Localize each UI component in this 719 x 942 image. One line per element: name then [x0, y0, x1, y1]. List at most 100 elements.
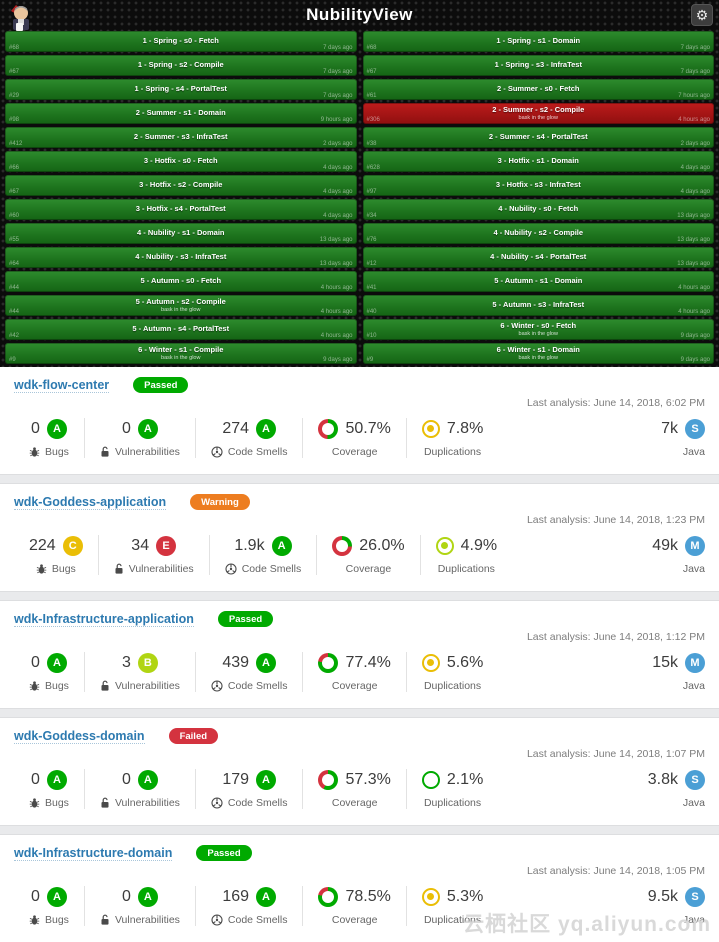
bugs-metric: 0 A Bugs [14, 769, 85, 810]
project-link[interactable]: wdk-Goddess-application [14, 494, 167, 510]
job-name: 4 - Nubility - s0 - Fetch [498, 204, 579, 214]
bugs-value[interactable]: 224 [29, 536, 56, 554]
build-tile[interactable]: 5 - Autumn - s4 - PortalTest #42 4 hours… [5, 319, 357, 340]
settings-button[interactable]: ⚙ [691, 4, 713, 26]
build-number: #38 [366, 140, 377, 147]
duplications-metric: 5.6% Duplications [407, 652, 498, 692]
build-tile[interactable]: 3 - Hotfix - s0 - Fetch #66 4 days ago [5, 151, 357, 172]
project-head: wdk-flow-center Passed [14, 377, 705, 394]
build-tile[interactable]: 4 - Nubility - s4 - PortalTest #12 13 da… [362, 247, 714, 268]
duplications-value[interactable]: 5.6% [446, 653, 484, 671]
vulnerabilities-value[interactable]: 0 [121, 887, 131, 905]
duplications-value[interactable]: 2.1% [446, 770, 484, 788]
build-tile[interactable]: 1 - Spring - s4 - PortalTest #29 7 days … [5, 79, 357, 100]
coverage-value[interactable]: 57.3% [345, 770, 391, 788]
project-link[interactable]: wdk-flow-center [14, 377, 110, 393]
vulnerabilities-value[interactable]: 3 [121, 653, 131, 671]
code-smells-label: Code Smells [227, 680, 288, 693]
vulnerabilities-value[interactable]: 0 [121, 419, 131, 437]
code-smells-value[interactable]: 1.9k [234, 536, 265, 554]
vulnerabilities-metric: 34 E Vulnerabilities [99, 535, 210, 576]
build-number: #68 [366, 44, 377, 51]
build-tile[interactable]: 1 - Spring - s0 - Fetch #68 7 days ago [5, 31, 357, 52]
quality-gate-badge: Passed [217, 611, 274, 628]
job-name: 2 - Summer - s1 - Domain [135, 108, 226, 118]
project-link[interactable]: wdk-Goddess-domain [14, 728, 145, 744]
coverage-value[interactable]: 50.7% [345, 419, 391, 437]
size-value: 15k [652, 653, 678, 671]
bugs-metric: 0 A Bugs [14, 886, 85, 927]
job-name: 6 - Winter - s1 - Domain [496, 344, 580, 354]
duplications-value[interactable]: 7.8% [446, 419, 484, 437]
build-tile[interactable]: 2 - Summer - s2 - Compile bask in the gl… [362, 103, 714, 124]
coverage-label: Coverage [331, 680, 378, 693]
coverage-donut [318, 418, 339, 439]
code-smells-metric: 169 A Code Smells [196, 886, 304, 927]
build-tile[interactable]: 6 - Winter - s1 - Compile bask in the gl… [5, 343, 357, 364]
build-number: #44 [9, 284, 20, 291]
build-time-ago: 13 days ago [319, 236, 353, 243]
code-smells-value[interactable]: 179 [222, 770, 250, 788]
vulnerabilities-rating: A [137, 886, 158, 907]
last-analysis: Last analysis: June 14, 2018, 6:02 PM [526, 397, 705, 410]
page-title: NubilityView [306, 5, 413, 24]
bugs-label: Bugs [45, 797, 69, 810]
build-tile[interactable]: 1 - Spring - s1 - Domain #68 7 days ago [362, 31, 714, 52]
build-tile[interactable]: 6 - Winter - s0 - Fetch bask in the glow… [362, 319, 714, 340]
build-tile[interactable]: 2 - Summer - s3 - InfraTest #412 2 days … [5, 127, 357, 148]
build-tile[interactable]: 3 - Hotfix - s4 - PortalTest #60 4 days … [5, 199, 357, 220]
build-number: #76 [366, 236, 377, 243]
build-tile[interactable]: 3 - Hotfix - s3 - InfraTest #97 4 days a… [362, 175, 714, 196]
size-rating: S [685, 886, 705, 907]
project-link[interactable]: wdk-Infrastructure-domain [14, 845, 173, 861]
build-tile[interactable]: 5 - Autumn - s2 - Compile bask in the gl… [5, 295, 357, 316]
duplications-value[interactable]: 5.3% [446, 887, 484, 905]
build-tile[interactable]: 4 - Nubility - s0 - Fetch #34 13 days ag… [362, 199, 714, 220]
build-tile[interactable]: 1 - Spring - s3 - InfraTest #67 7 days a… [362, 55, 714, 76]
jenkins-logo[interactable] [8, 3, 34, 33]
project-link[interactable]: wdk-Infrastructure-application [14, 611, 194, 627]
section-divider [0, 474, 719, 484]
build-tile[interactable]: 2 - Summer - s1 - Domain #98 9 hours ago [5, 103, 357, 124]
tile-note: bask in the glow [518, 331, 558, 338]
build-tile[interactable]: 4 - Nubility - s2 - Compile #76 13 days … [362, 223, 714, 244]
coverage-value[interactable]: 77.4% [345, 653, 391, 671]
bugs-value[interactable]: 0 [31, 887, 40, 905]
duplications-value[interactable]: 4.9% [460, 536, 498, 554]
bugs-value[interactable]: 0 [31, 770, 40, 788]
code-smells-value[interactable]: 439 [222, 653, 250, 671]
code-smells-label: Code Smells [227, 914, 288, 927]
build-tile[interactable]: 4 - Nubility - s3 - InfraTest #64 13 day… [5, 247, 357, 268]
project-head: wdk-Goddess-domain Failed [14, 728, 705, 745]
coverage-value[interactable]: 26.0% [359, 536, 405, 554]
build-tile[interactable]: 5 - Autumn - s1 - Domain #41 4 hours ago [362, 271, 714, 292]
vulnerabilities-value[interactable]: 34 [131, 536, 150, 554]
vulnerabilities-value[interactable]: 0 [121, 770, 131, 788]
build-tile[interactable]: 5 - Autumn - s0 - Fetch #44 4 hours ago [5, 271, 357, 292]
build-tile[interactable]: 2 - Summer - s0 - Fetch #61 7 hours ago [362, 79, 714, 100]
job-name: 3 - Hotfix - s0 - Fetch [143, 156, 218, 166]
build-time-ago: 7 days ago [680, 44, 710, 51]
bug-icon [36, 563, 47, 575]
vulnerabilities-rating: A [137, 769, 158, 790]
code-smells-value[interactable]: 274 [222, 419, 250, 437]
bugs-value[interactable]: 0 [31, 419, 40, 437]
job-name: 4 - Nubility - s2 - Compile [493, 228, 584, 238]
coverage-value[interactable]: 78.5% [345, 887, 391, 905]
build-tile[interactable]: 4 - Nubility - s1 - Domain #55 13 days a… [5, 223, 357, 244]
build-tile[interactable]: 1 - Spring - s2 - Compile #67 7 days ago [5, 55, 357, 76]
code-smells-value[interactable]: 169 [222, 887, 250, 905]
quality-gate-badge: Warning [190, 494, 250, 511]
size-rating: S [685, 418, 705, 439]
build-tile[interactable]: 3 - Hotfix - s1 - Domain #628 4 days ago [362, 151, 714, 172]
build-tile[interactable]: 2 - Summer - s4 - PortalTest #38 2 days … [362, 127, 714, 148]
build-number: #34 [366, 212, 377, 219]
job-name: 3 - Hotfix - s2 - Compile [139, 180, 223, 190]
build-tile[interactable]: 5 - Autumn - s3 - InfraTest #40 4 hours … [362, 295, 714, 316]
job-name: 5 - Autumn - s2 - Compile [135, 296, 226, 306]
duplications-icon [435, 536, 454, 555]
bugs-value[interactable]: 0 [31, 653, 40, 671]
build-tile[interactable]: 6 - Winter - s1 - Domain bask in the glo… [362, 343, 714, 364]
job-name: 2 - Summer - s4 - PortalTest [488, 132, 588, 142]
build-tile[interactable]: 3 - Hotfix - s2 - Compile #67 4 days ago [5, 175, 357, 196]
